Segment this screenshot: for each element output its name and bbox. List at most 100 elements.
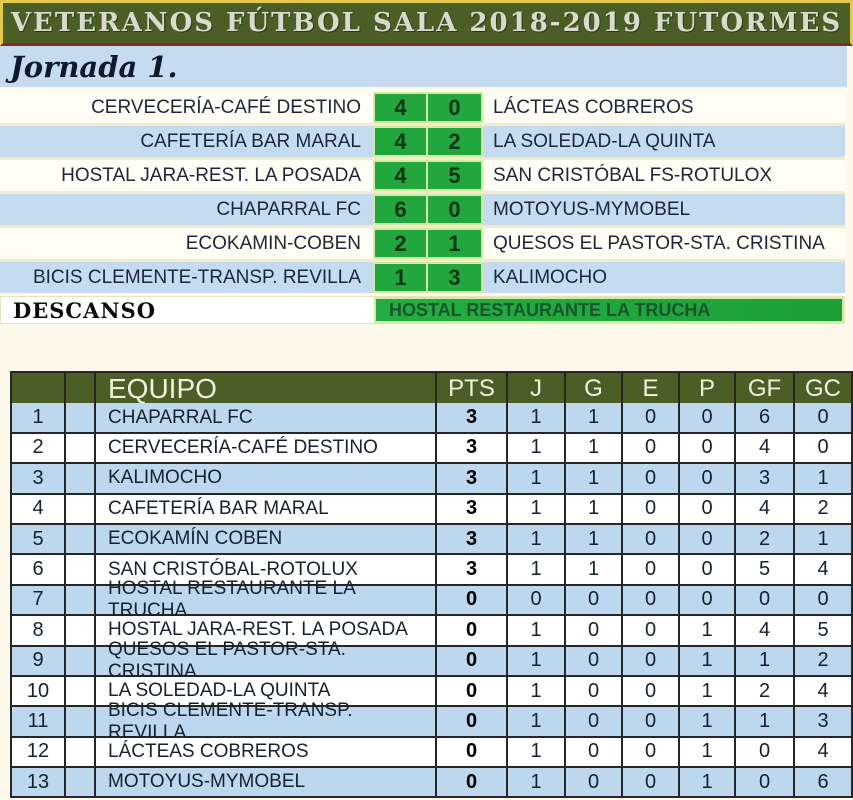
away-team-name: KALIMOCHO — [493, 266, 608, 288]
goals-for-cell: 1 — [736, 707, 793, 736]
header-e: E — [623, 373, 678, 404]
home-team-name: CERVECERÍA-CAFÉ DESTINO — [91, 96, 361, 118]
points-cell: 0 — [437, 676, 506, 706]
away-team-name: MOTOYUS-MYMOBEL — [493, 198, 691, 220]
away-score: 2 — [428, 126, 483, 157]
jornada-label: Jornada 1. — [10, 49, 178, 84]
badge-cell — [66, 433, 94, 463]
losses-cell: 1 — [680, 616, 734, 645]
home-team-name: BICIS CLEMENTE-TRANSP. REVILLA — [32, 266, 361, 288]
home-score: 1 — [373, 262, 428, 293]
team-name-cell: MOTOYUS-MYMOBEL — [96, 768, 435, 797]
team-name-cell: HOSTAL JARA-REST. LA POSADA — [96, 616, 435, 645]
draws-cell: 0 — [623, 768, 678, 797]
descanso-team-name: HOSTAL RESTAURANTE LA TRUCHA — [374, 297, 844, 323]
header-gc: GC — [795, 373, 851, 404]
header-j: J — [508, 373, 564, 404]
played-cell: 1 — [508, 676, 564, 706]
header-pts: PTS — [437, 373, 506, 404]
wins-cell: 0 — [566, 646, 621, 675]
points-cell: 3 — [437, 403, 506, 432]
position-cell: 5 — [12, 524, 64, 554]
goals-against-cell: 0 — [795, 433, 851, 463]
position-cell: 13 — [12, 768, 64, 797]
team-name-cell: KALIMOCHO — [96, 464, 435, 493]
badge-cell — [66, 464, 94, 493]
draws-cell: 0 — [623, 494, 678, 523]
goals-against-cell: 4 — [795, 737, 851, 767]
points-cell: 0 — [437, 737, 506, 767]
goals-against-cell: 0 — [795, 585, 851, 615]
match-row: BICIS CLEMENTE-TRANSP. REVILLA 1 3 KALIM… — [0, 262, 845, 293]
goals-for-cell: 3 — [736, 464, 793, 493]
team-name-cell: BICIS CLEMENTE-TRANSP. REVILLA — [96, 700, 435, 743]
losses-cell: 0 — [680, 494, 734, 523]
header-gf: GF — [736, 373, 793, 404]
position-cell: 7 — [12, 585, 64, 615]
points-cell: 0 — [437, 768, 506, 797]
away-score: 1 — [428, 228, 483, 259]
played-cell: 1 — [508, 464, 564, 493]
wins-cell: 1 — [566, 524, 621, 554]
badge-cell — [66, 768, 94, 797]
wins-cell: 0 — [566, 616, 621, 645]
badge-cell — [66, 585, 94, 615]
wins-cell: 1 — [566, 433, 621, 463]
goals-for-cell: 0 — [736, 768, 793, 797]
home-score: 4 — [373, 160, 428, 191]
wins-cell: 0 — [566, 707, 621, 736]
match-row: CAFETERÍA BAR MARAL 4 2 LA SOLEDAD-LA QU… — [0, 126, 845, 157]
team-name-cell: LA SOLEDAD-LA QUINTA — [96, 676, 435, 706]
played-cell: 1 — [508, 737, 564, 767]
away-team-name: SAN CRISTÓBAL FS-ROTULOX — [493, 164, 773, 186]
draws-cell: 0 — [623, 616, 678, 645]
draws-cell: 0 — [623, 707, 678, 736]
losses-cell: 1 — [680, 676, 734, 706]
header-g: G — [566, 373, 621, 404]
draws-cell: 0 — [623, 403, 678, 432]
position-cell: 8 — [12, 616, 64, 645]
match-row: ECOKAMIN-COBEN 2 1 QUESOS EL PASTOR-STA.… — [0, 228, 845, 259]
away-score: 0 — [428, 194, 483, 225]
page-title: VETERANOS FÚTBOL SALA 2018-2019 FUTORMES — [0, 0, 853, 46]
wins-cell: 0 — [566, 676, 621, 706]
goals-against-cell: 2 — [795, 646, 851, 675]
position-cell: 10 — [12, 676, 64, 706]
match-row: CHAPARRAL FC 6 0 MOTOYUS-MYMOBEL — [0, 194, 845, 225]
points-cell: 3 — [437, 555, 506, 584]
losses-cell: 1 — [680, 707, 734, 736]
losses-cell: 1 — [680, 737, 734, 767]
descanso-label: DESCANSO — [1, 297, 374, 323]
team-name-cell: CERVECERÍA-CAFÉ DESTINO — [96, 433, 435, 463]
goals-for-cell: 5 — [736, 555, 793, 584]
draws-cell: 0 — [623, 524, 678, 554]
losses-cell: 0 — [680, 585, 734, 615]
played-cell: 1 — [508, 616, 564, 645]
goals-for-cell: 2 — [736, 524, 793, 554]
played-cell: 1 — [508, 524, 564, 554]
played-cell: 1 — [508, 555, 564, 584]
draws-cell: 0 — [623, 555, 678, 584]
played-cell: 1 — [508, 403, 564, 432]
losses-cell: 0 — [680, 464, 734, 493]
goals-for-cell: 4 — [736, 616, 793, 645]
team-name-cell: QUESOS EL PASTOR-STA. CRISTINA — [96, 639, 435, 682]
goals-against-cell: 6 — [795, 768, 851, 797]
position-cell: 2 — [12, 433, 64, 463]
points-cell: 3 — [437, 494, 506, 523]
points-cell: 0 — [437, 616, 506, 645]
badge-cell — [66, 555, 94, 584]
badge-cell — [66, 676, 94, 706]
goals-for-cell: 1 — [736, 646, 793, 675]
losses-cell: 0 — [680, 555, 734, 584]
draws-cell: 0 — [623, 464, 678, 493]
team-name-cell: SAN CRISTÓBAL-ROTOLUX — [96, 555, 435, 584]
position-cell: 12 — [12, 737, 64, 767]
draws-cell: 0 — [623, 737, 678, 767]
header-position-column — [12, 373, 64, 404]
points-cell: 0 — [437, 585, 506, 615]
home-score: 2 — [373, 228, 428, 259]
played-cell: 1 — [508, 768, 564, 797]
wins-cell: 1 — [566, 464, 621, 493]
goals-for-cell: 6 — [736, 403, 793, 432]
